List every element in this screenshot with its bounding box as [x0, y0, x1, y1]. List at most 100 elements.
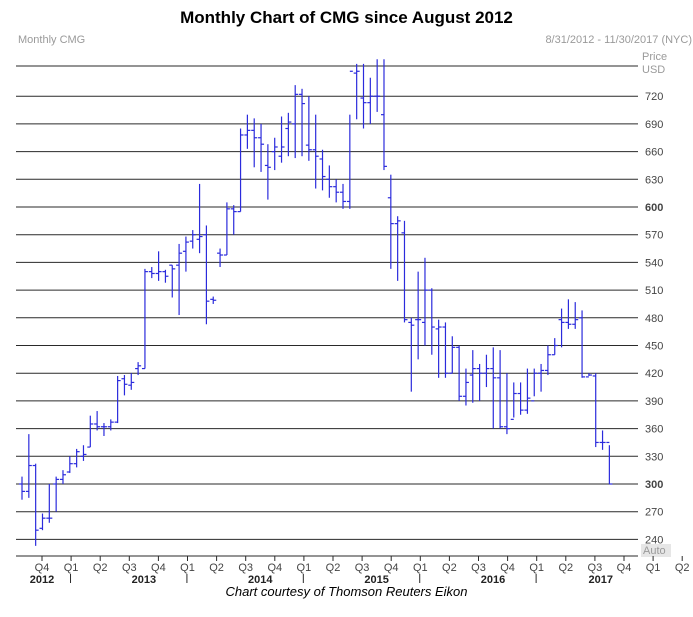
ohlc-bar [544, 345, 551, 376]
ohlc-bar [592, 373, 599, 448]
ohlc-bar [100, 423, 107, 436]
x-tick-label: Q2 [442, 562, 457, 574]
ohlc-bar [80, 445, 87, 461]
ohlc-bar [39, 513, 46, 531]
ohlc-bar [401, 220, 408, 323]
ohlc-bar [421, 257, 428, 346]
ohlc-bar [312, 114, 319, 189]
x-tick-label: Q1 [529, 562, 544, 574]
x-tick-label: Q2 [326, 562, 341, 574]
ohlc-bar [599, 430, 606, 450]
ohlc-bar [572, 302, 579, 329]
ohlc-bar [415, 271, 422, 360]
y-tick-label: 630 [645, 174, 663, 186]
ohlc-bar [579, 310, 586, 378]
ohlc-bar [176, 243, 183, 316]
ohlc-bar [203, 225, 210, 325]
chart-caption: Chart courtesy of Thomson Reuters Eikon [225, 584, 468, 599]
ohlc-bar [135, 362, 142, 376]
y-tick-label: 330 [645, 451, 663, 463]
x-tick-label: Q4 [384, 562, 399, 574]
ohlc-bar [305, 96, 312, 161]
y-tick-label: 420 [645, 368, 663, 380]
ohlc-bar [387, 174, 394, 269]
year-label: 2015 [364, 574, 388, 586]
ohlc-bar [299, 88, 306, 157]
x-tick-label: Q1 [64, 562, 79, 574]
y-tick-label: 240 [645, 534, 663, 546]
chart-title: Monthly Chart of CMG since August 2012 [180, 8, 513, 27]
y-tick-label: 510 [645, 285, 663, 297]
ohlc-bar [210, 296, 217, 304]
y-tick-label: 570 [645, 230, 663, 242]
x-tick-label: Q4 [617, 562, 632, 574]
ohlc-bar [483, 354, 490, 388]
x-tick-label: Q4 [35, 562, 50, 574]
x-tick-label: Q1 [180, 562, 195, 574]
ohlc-bar [73, 448, 80, 468]
ohlc-bar [353, 63, 360, 120]
ohlc-bar [53, 476, 60, 512]
ohlc-bar [394, 216, 401, 281]
ohlc-bar [141, 268, 148, 370]
ohlc-bar [428, 288, 435, 355]
ohlc-bar [565, 299, 572, 329]
currency-label: USD [642, 64, 665, 76]
y-tick-label: 480 [645, 313, 663, 325]
instrument-label: Monthly CMG [18, 34, 85, 46]
x-tick-label: Q2 [209, 562, 224, 574]
ohlc-bar [538, 363, 545, 392]
date-range-label: 8/31/2012 - 11/30/2017 (NYC) [545, 34, 692, 46]
year-label: 2014 [248, 574, 273, 586]
ohlc-bar [19, 476, 25, 500]
ohlc-bar [128, 373, 135, 390]
plot-area [16, 31, 638, 554]
ohlc-bar [66, 456, 73, 473]
x-tick-label: Q4 [151, 562, 166, 574]
year-label: 2013 [132, 574, 156, 586]
x-tick-label: Q3 [588, 562, 603, 574]
x-tick-label: Q3 [122, 562, 137, 574]
y-tick-label: 600 [645, 202, 663, 214]
y-tick-label: 270 [645, 507, 663, 519]
ohlc-bar [121, 375, 128, 396]
ohlc-bar [196, 183, 203, 254]
ohlc-bar [264, 144, 271, 200]
ohlc-bar [333, 179, 340, 203]
auto-scale-button[interactable]: Auto [643, 545, 666, 557]
ohlc-bar [217, 248, 224, 268]
ohlc-bar [148, 267, 155, 279]
year-label: 2016 [481, 574, 505, 586]
ohlc-bar [476, 363, 483, 401]
ohlc-bar [94, 411, 101, 431]
y-tick-label: 390 [645, 396, 663, 408]
ohlc-bar [182, 236, 189, 272]
y-tick-label: 450 [645, 341, 663, 353]
ohlc-bar [367, 77, 374, 124]
ohlc-bar [340, 183, 347, 209]
x-tick-label: Q3 [471, 562, 486, 574]
y-tick-label: 690 [645, 119, 663, 131]
ohlc-bar [380, 59, 387, 171]
ohlc-bar [32, 463, 39, 546]
ohlc-bar [107, 419, 114, 431]
x-tick-label: Q2 [675, 562, 690, 574]
auto-scale-button-bg [641, 544, 671, 557]
ohlc-bar [155, 251, 162, 281]
x-tick-label: Q1 [646, 562, 661, 574]
ohlc-bar [319, 149, 326, 191]
x-tick-label: Q3 [238, 562, 253, 574]
ohlc-bar [558, 308, 565, 348]
x-tick-label: Q3 [355, 562, 370, 574]
ohlc-bar [59, 470, 66, 484]
ohlc-bar [237, 128, 244, 213]
y-tick-label: 300 [645, 479, 663, 491]
ohlc-bar [258, 123, 265, 172]
ohlc-bar [503, 373, 510, 435]
ohlc-bar [585, 373, 592, 378]
ohlc-bar [408, 317, 415, 392]
ohlc-bar [462, 368, 469, 406]
price-bars [19, 59, 613, 546]
ohlc-bar [346, 70, 353, 209]
